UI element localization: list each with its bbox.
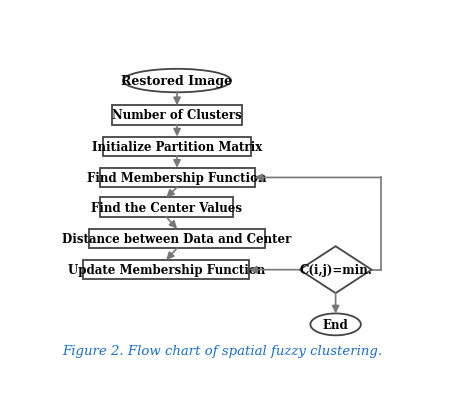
Text: End: End (323, 318, 348, 331)
Text: Update Membership Function: Update Membership Function (67, 264, 265, 277)
FancyBboxPatch shape (100, 198, 233, 217)
FancyBboxPatch shape (100, 168, 254, 188)
Text: Initialize Partition Matrix: Initialize Partition Matrix (92, 141, 262, 153)
Text: Find Membership Function: Find Membership Function (87, 172, 267, 185)
Ellipse shape (123, 70, 231, 93)
FancyBboxPatch shape (83, 260, 249, 280)
Ellipse shape (311, 313, 361, 335)
FancyBboxPatch shape (89, 229, 266, 249)
Text: Restored Image: Restored Image (121, 75, 232, 88)
Text: Figure 2. Flow chart of spatial fuzzy clustering.: Figure 2. Flow chart of spatial fuzzy cl… (62, 344, 382, 357)
FancyBboxPatch shape (112, 106, 242, 125)
Polygon shape (299, 247, 372, 293)
Text: Number of Clusters: Number of Clusters (112, 109, 242, 122)
FancyBboxPatch shape (103, 137, 251, 156)
Text: C(i,j)=min.: C(i,j)=min. (299, 264, 372, 277)
Text: Distance between Data and Center: Distance between Data and Center (62, 232, 292, 245)
Text: Find the Center Values: Find the Center Values (91, 201, 242, 214)
